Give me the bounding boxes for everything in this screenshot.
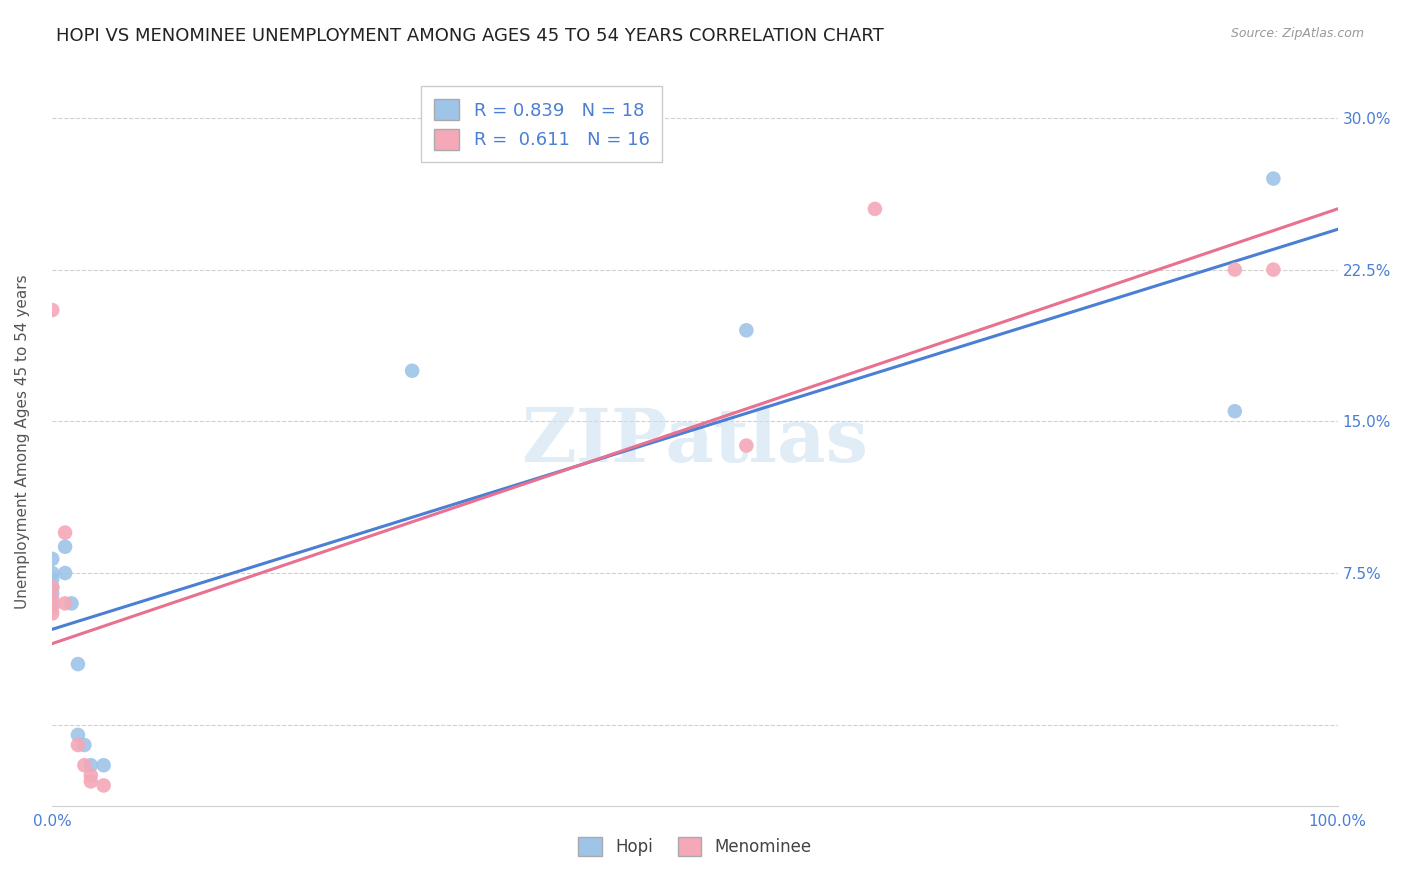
Point [1263,171,1285,186]
Point [80,774,103,789]
Point [53,566,76,580]
Point [1263,262,1285,277]
Point [735,439,758,453]
Point [53,596,76,610]
Point [41,580,63,594]
Legend: Hopi, Menominee: Hopi, Menominee [572,830,818,863]
Point [66,728,89,742]
Point [80,768,103,782]
Point [66,738,89,752]
Point [41,552,63,566]
Point [53,540,76,554]
Y-axis label: Unemployment Among Ages 45 to 54 years: Unemployment Among Ages 45 to 54 years [15,274,30,609]
Point [66,657,89,671]
Point [41,592,63,607]
Point [401,364,423,378]
Point [1223,404,1246,418]
Point [60,596,83,610]
Point [41,566,63,580]
Text: ZIPatlas: ZIPatlas [522,405,869,478]
Point [93,779,115,793]
Point [41,600,63,615]
Point [73,738,96,752]
Point [41,607,63,621]
Point [41,572,63,586]
Point [863,202,886,216]
Text: HOPI VS MENOMINEE UNEMPLOYMENT AMONG AGES 45 TO 54 YEARS CORRELATION CHART: HOPI VS MENOMINEE UNEMPLOYMENT AMONG AGE… [56,27,884,45]
Point [53,525,76,540]
Point [73,758,96,772]
Point [1223,262,1246,277]
Point [41,596,63,610]
Point [735,323,758,337]
Point [41,580,63,594]
Point [80,758,103,772]
Text: Source: ZipAtlas.com: Source: ZipAtlas.com [1230,27,1364,40]
Point [41,586,63,600]
Point [41,303,63,318]
Point [93,758,115,772]
